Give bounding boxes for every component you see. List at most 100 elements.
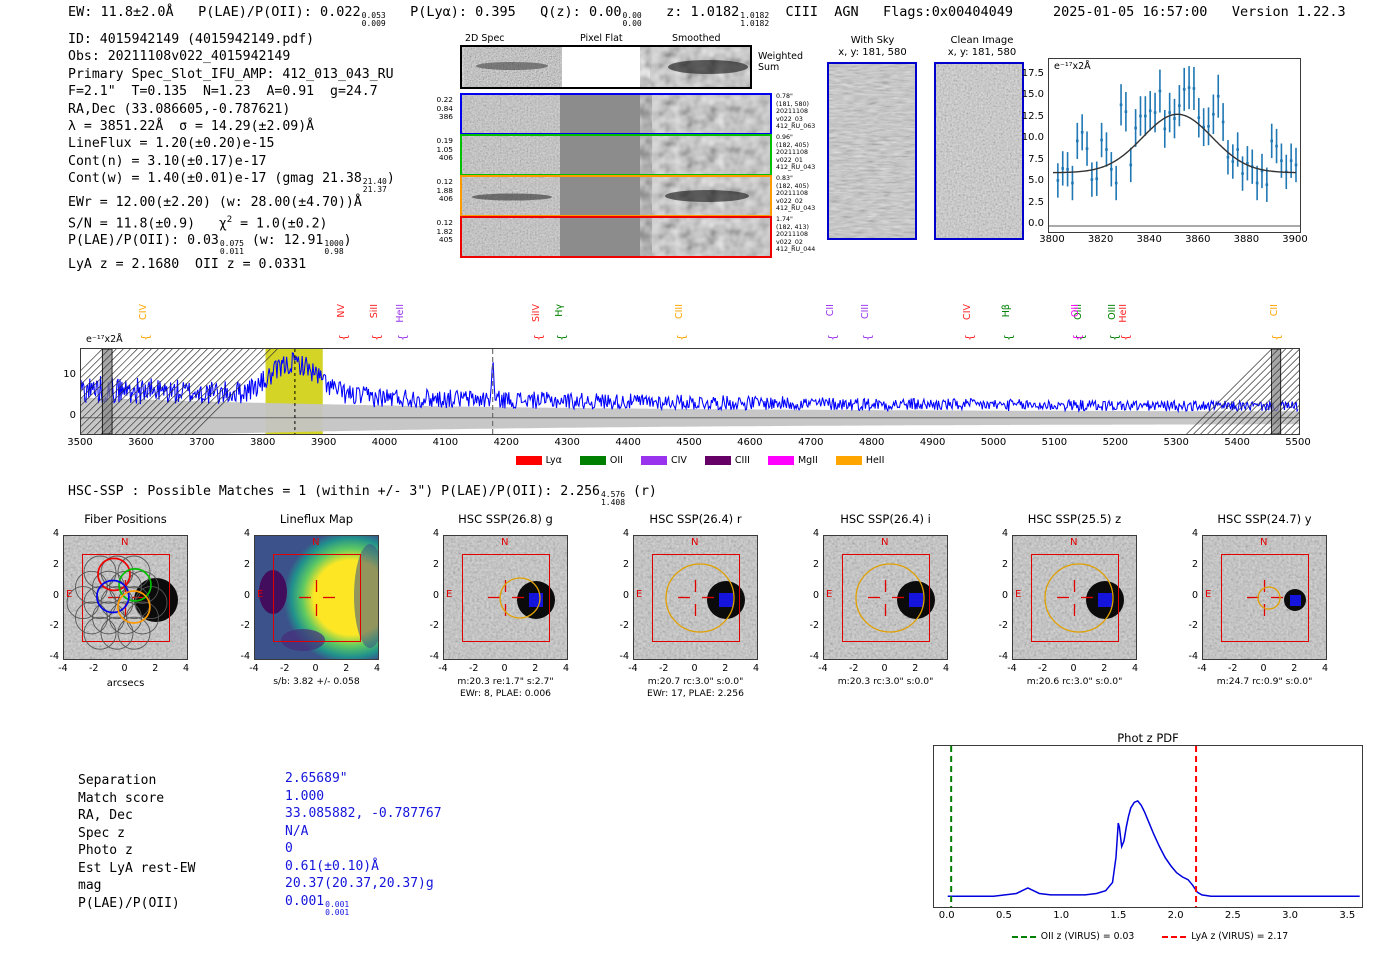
match-val-plae-num: 0.001 <box>285 893 325 909</box>
tick-label: 10.0 <box>1021 132 1044 144</box>
compass-north: N <box>1260 537 1268 548</box>
cutout-ytick: -4 <box>240 651 250 662</box>
compass-east: E <box>446 589 453 600</box>
fiber-2-meta-2: 20211108 <box>776 149 809 157</box>
compass-north: N <box>312 537 320 548</box>
legend-item-ciii: CIII <box>704 455 750 466</box>
cutout-xtick: 0 <box>312 663 319 674</box>
fiber-2-stat-2: 1.05 <box>436 144 453 154</box>
fiber-3-meta-0: 0.83" <box>776 175 793 182</box>
tick-label: 5000 <box>980 437 1007 448</box>
cutout-ytick: -4 <box>619 651 629 662</box>
cutout-image-5[interactable] <box>1012 535 1137 660</box>
clean-image <box>934 62 1024 240</box>
fiber-4-meta-2: 20211108 <box>776 231 809 239</box>
info-plae-pre: P(LAE)/P(OII): 0.03 <box>68 233 219 249</box>
cutout-ytick: 0 <box>1191 589 1198 601</box>
match-key-photo-z: Photo z <box>78 843 133 858</box>
tick-label: 3900 <box>1282 234 1308 245</box>
fiber-4-stats: 0.12 1.82 405 <box>415 218 453 245</box>
info-ewr: EWr = 12.00(±2.20) (w: 28.00(±4.70))Å <box>68 195 362 211</box>
cutout-image-0[interactable] <box>63 535 188 660</box>
legend-label: HeII <box>865 455 885 466</box>
info-chi2-exponent: 2 <box>226 214 233 225</box>
match-val-mag: 20.37(20.37,20.37)g <box>285 876 434 891</box>
tick-label: 0.0 <box>1028 218 1044 229</box>
tick-label: 5200 <box>1102 437 1129 448</box>
panel-title-pixelflat: Pixel Flat <box>580 33 623 44</box>
cutout-image-2[interactable] <box>443 535 568 660</box>
tick-label: 2.0 <box>1167 910 1184 921</box>
header-qz-hi: 0.00 <box>622 11 642 20</box>
match-key-spec-z: Spec z <box>78 825 125 841</box>
header-flags: Flags:0x00404049 <box>883 4 1014 20</box>
match-val-match-score: 1.000 <box>285 788 325 804</box>
emission-line-label-hγ: Hγ <box>553 304 565 317</box>
tick-label: 2.5 <box>1224 910 1241 921</box>
cutout-ytick: -4 <box>998 651 1008 662</box>
header-datetime: 2025-01-05 16:57:00 <box>1053 4 1208 20</box>
cutout-ytick: -4 <box>809 651 819 662</box>
legend-swatch <box>767 456 794 465</box>
cutout-image-1[interactable] <box>254 535 379 660</box>
tick-label: 5300 <box>1163 437 1189 448</box>
compass-east: E <box>826 589 833 600</box>
info-cont-w: Cont(w) = 1.40(±0.01)e-17 (gmag 21.38 21.… <box>68 170 395 194</box>
match-key-plae-poii: P(LAE)/P(OII) <box>78 895 180 911</box>
cutout-image-3[interactable] <box>633 535 758 660</box>
cutout-ytick: 4 <box>622 528 629 539</box>
emission-line-bracket: { <box>395 334 409 341</box>
tick-label: 4200 <box>493 437 520 448</box>
info-plae-lo: 0.011 <box>219 247 244 257</box>
match-val-radec: 33.085882, -0.787767 <box>285 806 442 821</box>
cutout-xtick: 4 <box>182 663 190 674</box>
cutout-image-6[interactable] <box>1202 535 1327 660</box>
tick-label: 0.5 <box>995 910 1012 921</box>
tick-label: 3500 <box>67 437 93 448</box>
emission-line-bracket: { <box>825 334 839 341</box>
tick-label: 0 <box>69 409 76 421</box>
fiber-3-meta: 0.83" (182, 405) 20211108 v022_02 412_RU… <box>776 175 815 213</box>
weighted-sum-label: Weighted Sum <box>758 51 803 73</box>
photz-pdf-plot <box>933 745 1363 908</box>
hsc-plae-hi: 4.576 <box>600 490 626 499</box>
emission-line-label-nv: NV <box>335 304 347 318</box>
emission-line-bracket: { <box>370 334 384 341</box>
cutout-xtick: -4 <box>58 663 68 674</box>
cutout-ytick: 2 <box>622 558 629 570</box>
cutout-xtick: -2 <box>89 663 99 674</box>
cutout-ytick: 2 <box>52 558 59 570</box>
fiber-2-meta: 0.96" (182, 405) 20211108 v022_01 412_RU… <box>776 134 815 172</box>
match-key-match-score: Match score <box>78 790 165 806</box>
emission-line-bracket: { <box>531 334 545 341</box>
cutout-image-4[interactable] <box>823 535 948 660</box>
info-plae-poii: P(LAE)/P(OII): 0.03 0.075 0.011 (w: 12.91 1… <box>68 232 395 256</box>
fiber-1-meta-2: 20211108 <box>776 108 809 116</box>
photz-legend-dash <box>1162 935 1187 938</box>
cutout-ytick: 4 <box>1001 528 1008 539</box>
info-obs: Obs: 20211108v022_4015942149 <box>68 49 291 65</box>
cutout-title-2: HSC SSP(26.8) g <box>458 512 553 526</box>
tick-label: 4600 <box>737 437 763 448</box>
legend-item-oii: OII <box>579 455 623 466</box>
cutout-caption-2: EWr: 8, PLAE: 0.006 <box>459 688 552 699</box>
cutout-xtick: 2 <box>532 663 539 674</box>
cutout-ytick: -2 <box>240 620 250 632</box>
emission-line-label-oii: OII <box>1069 304 1081 318</box>
cutout-xtick: 4 <box>942 663 950 674</box>
clean-image-caption: Clean Image x, y: 181, 580 <box>932 35 1032 59</box>
cutout-ytick: 0 <box>812 589 819 601</box>
fiber-4-stat-1: 0.12 <box>436 218 453 227</box>
photz-legend: OII z (VIRUS) = 0.03 LyA z (VIRUS) = 2.17 <box>935 931 1365 942</box>
fiber-2-stat-1: 0.19 <box>436 136 453 145</box>
cutout-xtick: 0 <box>881 663 888 674</box>
cutout-ytick: 4 <box>1191 528 1198 539</box>
tick-label: 7.5 <box>1028 153 1044 165</box>
fiber-3-meta-2: 20211108 <box>776 190 809 198</box>
cutout-caption-1: m:20.3 rc:3.0" s:0.0" <box>837 676 934 687</box>
match-val-plae-hi: 0.001 <box>325 899 350 909</box>
header-timestamp-version: 2025-01-05 16:57:00 Version 1.22.3 <box>1053 4 1346 20</box>
cutout-caption-2: EWr: 17, PLAE: 2.256 <box>647 688 744 699</box>
info-sn-chi2: S/N = 11.8(±0.9) χ2 = 1.0(±0.2) <box>68 212 395 233</box>
fiber-2-meta-4: 412_RU_043 <box>776 164 816 172</box>
